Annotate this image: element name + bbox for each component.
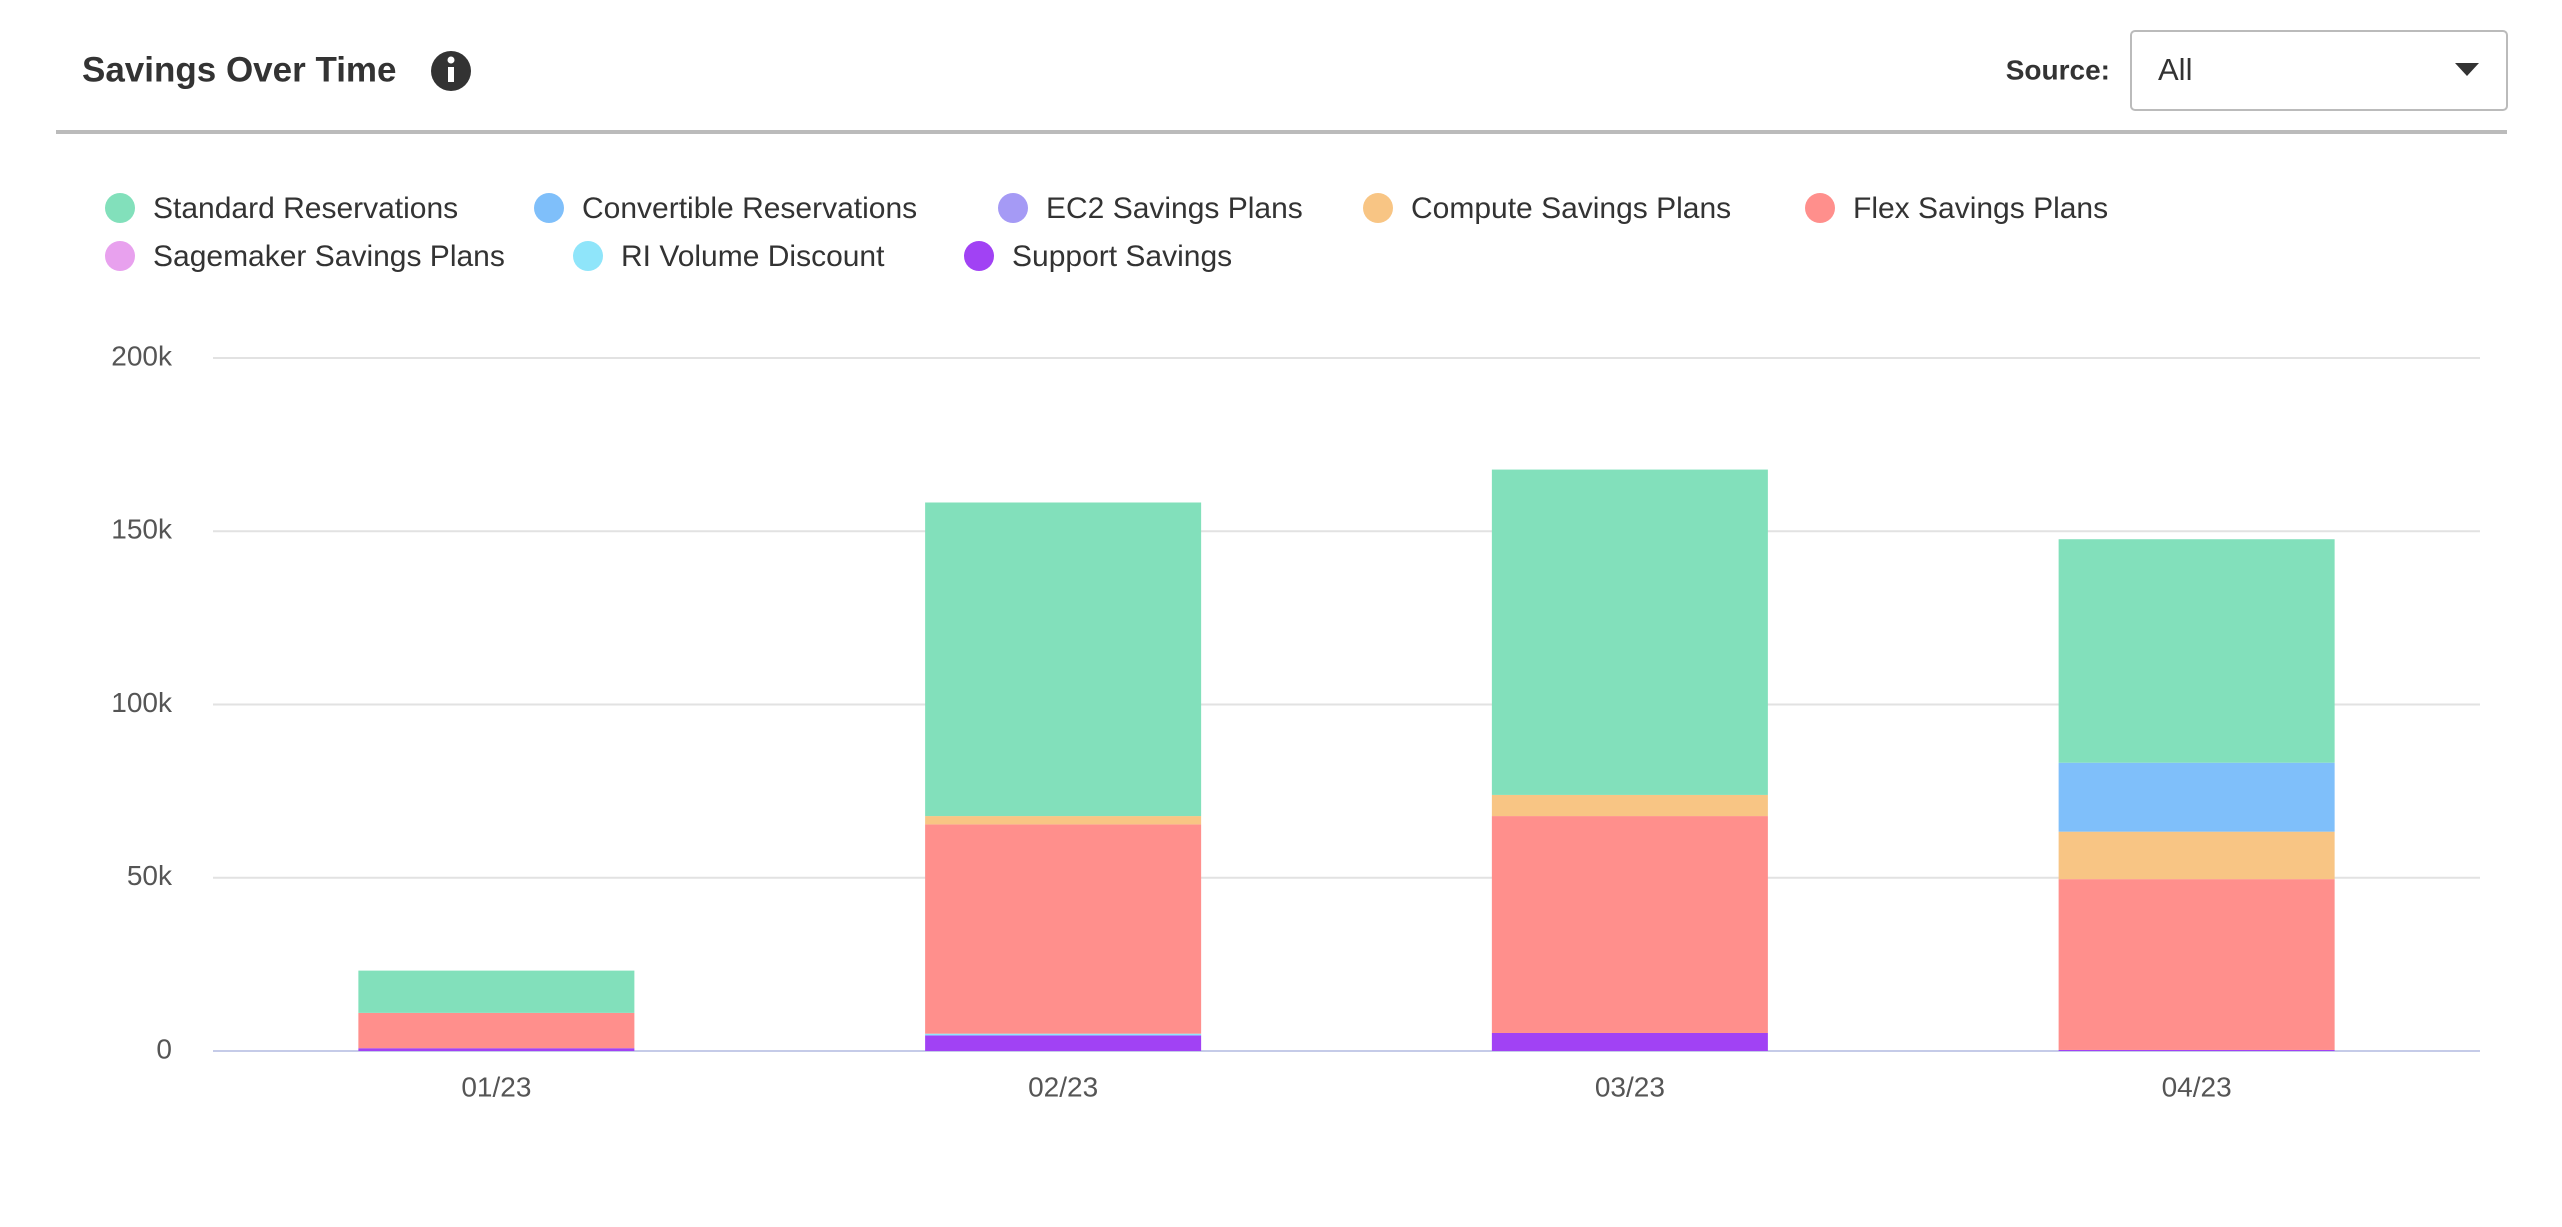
bar-segment (2058, 879, 2335, 1050)
y-tick-label: 100k (111, 687, 173, 718)
y-tick-label: 50k (127, 860, 173, 891)
bar-segment (925, 1033, 1202, 1036)
legend-label: Flex Savings Plans (1853, 192, 2108, 225)
info-icon[interactable] (431, 51, 471, 91)
legend-swatch (1805, 193, 1835, 223)
x-tick-label: 01/23 (461, 1071, 531, 1102)
legend-swatch (534, 193, 564, 223)
y-tick-label: 0 (156, 1033, 172, 1064)
y-tick-label: 150k (111, 514, 173, 545)
dropdown-box (2130, 30, 2508, 111)
bar-segment (358, 1048, 635, 1051)
legend-label: Sagemaker Savings Plans (153, 240, 505, 273)
y-tick-label: 200k (111, 340, 173, 371)
bar-segment (2058, 539, 2335, 763)
legend-label: Convertible Reservations (582, 192, 917, 225)
info-dot (447, 56, 455, 64)
bar-segment (925, 502, 1202, 817)
source-label: Source: (2006, 54, 2110, 85)
bar-segment (1491, 816, 1768, 1033)
dropdown-value: All (2158, 52, 2192, 87)
legend-swatch (105, 193, 135, 223)
x-tick-label: 03/23 (1595, 1071, 1665, 1102)
bar-segment (925, 824, 1202, 1034)
info-stem (448, 67, 454, 82)
legend-label: Standard Reservations (153, 192, 458, 225)
legend-label: Compute Savings Plans (1411, 192, 1731, 225)
dropdown-arrow (2455, 63, 2479, 76)
legend-swatch (998, 193, 1028, 223)
bar-segment (358, 970, 635, 1013)
bar-segment (2058, 762, 2335, 832)
legend-swatch (1363, 193, 1393, 223)
x-tick-label: 02/23 (1028, 1071, 1098, 1102)
legend-swatch (573, 241, 603, 271)
legend-label: RI Volume Discount (621, 240, 885, 273)
bar-segment (925, 816, 1202, 825)
bar-segment (1491, 469, 1768, 795)
legend-label: EC2 Savings Plans (1046, 192, 1303, 225)
legend-swatch (105, 241, 135, 271)
source-dropdown[interactable]: All (2130, 30, 2508, 111)
legend-swatch (964, 241, 994, 271)
bar-segment (2058, 831, 2335, 880)
bar-segment (1491, 794, 1768, 817)
x-tick-label: 04/23 (2162, 1071, 2232, 1102)
bar-segment (358, 1012, 635, 1049)
bar-segment (2058, 1049, 2335, 1051)
bar-segment (1491, 1032, 1768, 1051)
chart-title: Savings Over Time (82, 50, 397, 89)
bar-segment (925, 1035, 1202, 1051)
legend-label: Support Savings (1012, 240, 1232, 273)
